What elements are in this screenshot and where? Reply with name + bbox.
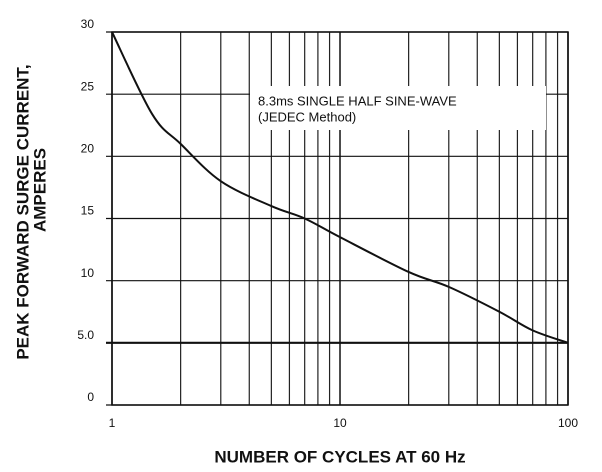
y-tick-label: 20 <box>81 142 95 156</box>
y-tick-label: 10 <box>81 266 95 280</box>
y-axis-label: PEAK FORWARD SURGE CURRENT, <box>13 64 32 359</box>
annotation: 8.3ms SINGLE HALF SINE-WAVE <box>258 93 457 108</box>
x-tick-label: 10 <box>333 416 347 430</box>
x-tick-label: 1 <box>109 416 116 430</box>
y-tick-label: 5.0 <box>77 328 94 342</box>
y-tick-label: 15 <box>81 204 95 218</box>
x-tick-label: 100 <box>558 416 578 430</box>
y-tick-label: 30 <box>81 17 95 31</box>
y-axis-label: AMPERES <box>30 148 49 232</box>
x-axis-label: NUMBER OF CYCLES AT 60 Hz <box>214 447 465 466</box>
y-tick-label: 25 <box>81 79 95 93</box>
annotation: (JEDEC Method) <box>258 109 356 124</box>
annotation-box <box>250 86 546 130</box>
y-tick-label: 0 <box>87 390 94 404</box>
curve <box>111 31 569 344</box>
plot-border <box>111 31 569 406</box>
